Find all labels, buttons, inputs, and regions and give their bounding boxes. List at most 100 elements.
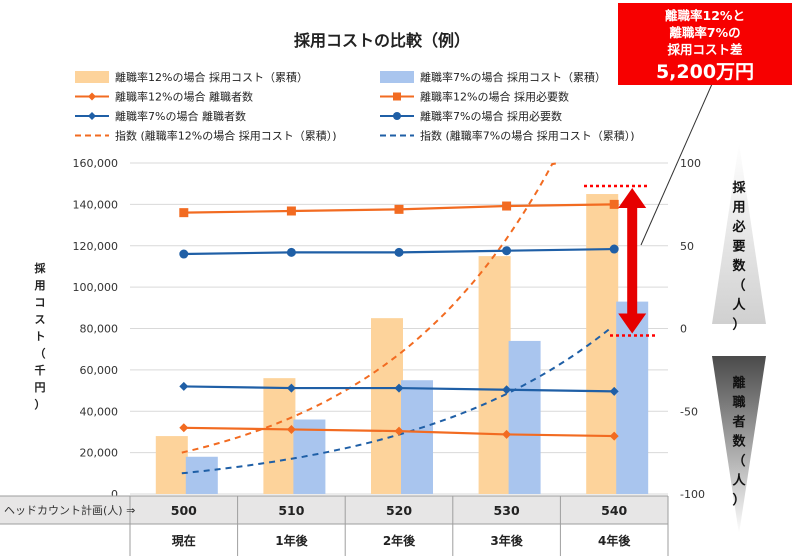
y-tick-label: 100,000 [73, 281, 119, 294]
trend-line [181, 328, 610, 475]
headcount-value: 510 [278, 503, 304, 518]
point-marker [179, 423, 189, 433]
line-series [179, 199, 619, 441]
upward-arrow-shape [712, 143, 766, 324]
point-marker [502, 246, 512, 256]
y2-top-label-char: 必 [731, 219, 745, 235]
chart-title: 採用コストの比較（例） [294, 31, 470, 50]
point-marker [609, 244, 619, 254]
bar [401, 380, 433, 494]
y-label-char: コ [35, 296, 46, 309]
callout-value: 5,200万円 [655, 61, 755, 83]
point-marker [394, 204, 404, 214]
bar [185, 456, 218, 494]
headcount-value: 530 [494, 503, 520, 518]
category-label: 3年後 [490, 533, 523, 548]
headcount-table: ヘッドカウント計画(人) ⇒ 500 510 520 530 540 現在 1年後 2年後 3年後… [0, 495, 669, 556]
bar [293, 419, 326, 494]
headcount-label: ヘッドカウント計画(人) ⇒ [4, 503, 135, 517]
legend-marker [393, 92, 401, 101]
y2-tick-label: 50 [680, 240, 694, 253]
y-label-char: 千 [35, 363, 46, 377]
category-label: 現在 [172, 533, 196, 548]
y-label-char: （ [35, 347, 46, 360]
point-marker [394, 383, 404, 393]
legend-marker [88, 112, 96, 120]
bar [263, 378, 296, 494]
y2-tick-label: -50 [680, 405, 698, 418]
point-marker [502, 201, 512, 211]
side-arrows: 採用必要数（人）離職者数（人） [712, 143, 766, 534]
point-marker [286, 206, 296, 216]
y-label-char: 用 [35, 279, 46, 292]
y-tick-label: 160,000 [73, 157, 119, 170]
y2-tick-label: 0 [680, 323, 687, 336]
y-axis-left: 0 20,000 40,000 60,000 80,000 100,000 120,000 1… [73, 157, 119, 501]
legend-label: 離職率12%の場合 採用必要数 [420, 90, 569, 104]
y-tick-label: 40,000 [80, 405, 119, 418]
y2-bottom-label-char: （ [732, 453, 745, 469]
y-label-char: ト [35, 330, 46, 343]
point-marker [609, 431, 619, 441]
legend-label: 離職率7%の場合 離職者数 [115, 109, 246, 123]
point-marker [394, 426, 404, 436]
bar [616, 301, 649, 494]
callout-leader-line [640, 83, 713, 246]
legend-swatch [75, 71, 109, 83]
y2-tick-label: -100 [680, 488, 705, 501]
y-tick-label: 60,000 [80, 364, 119, 377]
legend-label: 離職率12%の場合 離職者数 [115, 90, 253, 104]
bars [155, 194, 649, 494]
y2-bottom-label-char: 人 [732, 473, 746, 489]
point-marker [609, 199, 619, 209]
headcount-value: 500 [171, 503, 197, 518]
point-marker [286, 424, 296, 434]
y2-bottom-label-char: 数 [732, 434, 746, 450]
callout-line-2: 離職率7%の [669, 25, 741, 40]
category-label: 4年後 [598, 533, 631, 548]
category-label: 1年後 [275, 533, 308, 548]
y-tick-label: 120,000 [73, 240, 119, 253]
point-marker [502, 385, 512, 395]
callout-line-1: 離職率12%と [665, 8, 745, 23]
y-tick-label: 0 [111, 488, 118, 501]
y2-top-label-char: （ [732, 278, 745, 294]
y-tick-label: 20,000 [80, 447, 119, 460]
bar [508, 340, 541, 494]
legend-label: 指数 (離職率12%の場合 採用コスト（累積）) [115, 129, 337, 143]
y-label-char: ス [35, 313, 46, 326]
y-label-char: ） [35, 398, 46, 411]
point-marker [502, 429, 512, 439]
legend-marker [88, 92, 96, 101]
bar [478, 256, 511, 494]
difference-marker [584, 83, 713, 337]
legend: 離職率12%の場合 採用コスト（累積） 離職率7%の場合 採用コスト（累積） 離職率… [75, 70, 635, 143]
legend-marker [393, 112, 401, 120]
point-marker [286, 247, 296, 257]
y-label-char: 円 [35, 381, 46, 394]
y2-tick-label: 100 [680, 157, 701, 170]
point-marker [609, 386, 619, 396]
cost-difference-callout: 離職率12%と 離職率7%の 採用コスト差 5,200万円 [618, 3, 792, 85]
legend-label: 離職率12%の場合 採用コスト（累積） [115, 70, 308, 84]
bar [371, 318, 403, 494]
diff-double-arrow [618, 188, 647, 334]
point-marker [179, 249, 189, 259]
y-tick-label: 140,000 [73, 198, 119, 211]
y-tick-label: 80,000 [80, 323, 119, 336]
legend-label: 指数 (離職率7%の場合 採用コスト（累積）) [420, 129, 635, 143]
y2-bottom-label-char: 離 [732, 375, 745, 391]
headcount-row-bg [0, 496, 668, 524]
y-axis-label: 採用コスト （ 千円 ） [35, 261, 47, 411]
y2-top-label-char: 採 [732, 180, 746, 196]
y-label-char: 採 [35, 261, 47, 275]
y2-top-label-char: 数 [732, 258, 746, 274]
legend-label: 離職率7%の場合 採用必要数 [420, 109, 562, 123]
y2-top-label-char: ） [732, 317, 745, 333]
y2-top-label-char: 用 [731, 201, 745, 216]
y2-top-label-char: 人 [732, 297, 746, 313]
point-marker [394, 247, 404, 257]
point-marker [179, 381, 189, 391]
point-marker [286, 383, 296, 393]
